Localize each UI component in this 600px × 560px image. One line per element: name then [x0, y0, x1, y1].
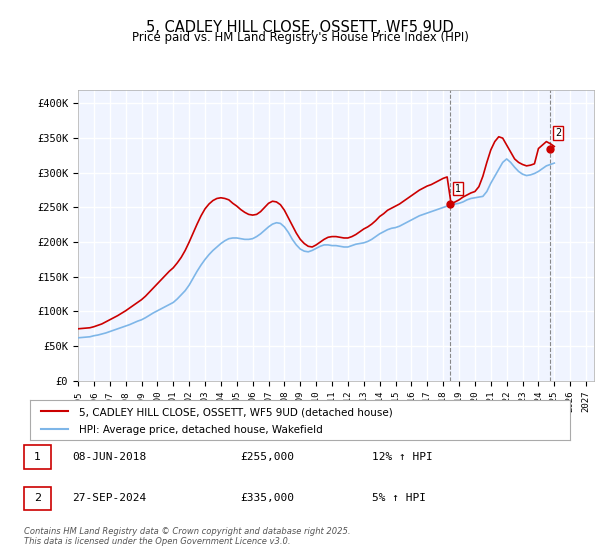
- Text: Price paid vs. HM Land Registry's House Price Index (HPI): Price paid vs. HM Land Registry's House …: [131, 31, 469, 44]
- Text: £335,000: £335,000: [240, 493, 294, 503]
- FancyBboxPatch shape: [24, 487, 51, 510]
- Text: 5, CADLEY HILL CLOSE, OSSETT, WF5 9UD: 5, CADLEY HILL CLOSE, OSSETT, WF5 9UD: [146, 20, 454, 35]
- Text: £255,000: £255,000: [240, 452, 294, 462]
- Text: 5, CADLEY HILL CLOSE, OSSETT, WF5 9UD (detached house): 5, CADLEY HILL CLOSE, OSSETT, WF5 9UD (d…: [79, 408, 392, 418]
- Text: 1: 1: [34, 452, 41, 462]
- Text: 27-SEP-2024: 27-SEP-2024: [72, 493, 146, 503]
- Text: 5% ↑ HPI: 5% ↑ HPI: [372, 493, 426, 503]
- Text: 2: 2: [555, 128, 562, 138]
- Text: 08-JUN-2018: 08-JUN-2018: [72, 452, 146, 462]
- Text: HPI: Average price, detached house, Wakefield: HPI: Average price, detached house, Wake…: [79, 425, 322, 435]
- Text: 2: 2: [34, 493, 41, 503]
- FancyBboxPatch shape: [24, 446, 51, 469]
- Text: Contains HM Land Registry data © Crown copyright and database right 2025.
This d: Contains HM Land Registry data © Crown c…: [24, 526, 350, 546]
- Text: 12% ↑ HPI: 12% ↑ HPI: [372, 452, 433, 462]
- Text: 1: 1: [455, 184, 461, 194]
